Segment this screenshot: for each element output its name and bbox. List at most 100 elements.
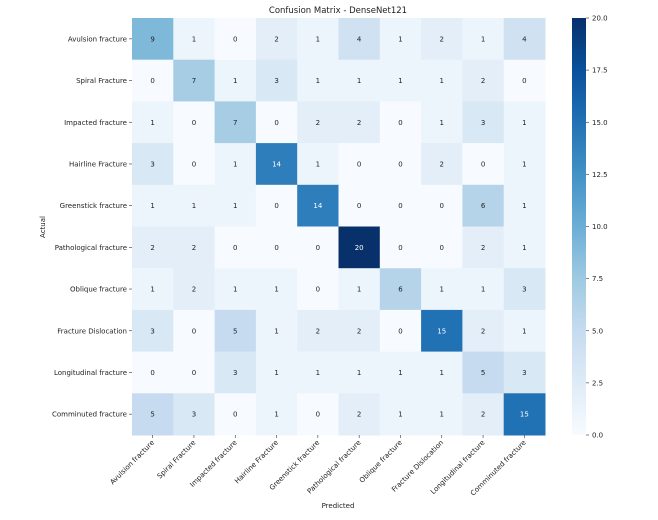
- cell-value-label: 1: [440, 286, 444, 294]
- cell-value-label: 0: [316, 286, 320, 294]
- heatmap-cell: [462, 393, 505, 436]
- heatmap-cell: [173, 143, 216, 186]
- cell-value-label: 1: [233, 286, 237, 294]
- cell-value-label: 3: [274, 77, 278, 85]
- cell-value-label: 7: [192, 77, 196, 85]
- heatmap-cell: [255, 59, 298, 102]
- cell-value-label: 1: [192, 202, 196, 210]
- heatmap-cell: [297, 184, 339, 227]
- cell-value-label: 1: [398, 77, 402, 85]
- heatmap-cell: [462, 101, 505, 144]
- y-tick-label: Spiral Fracture: [76, 77, 127, 85]
- cell-value-label: 2: [357, 327, 361, 335]
- colorbar-tick-label: 2.5: [592, 379, 603, 387]
- heatmap-cell: [132, 351, 174, 394]
- cell-value-label: 0: [398, 119, 402, 127]
- cell-value-label: 1: [150, 286, 154, 294]
- cell-value-label: 2: [481, 411, 485, 419]
- colorbar-tick-label: 0.0: [592, 432, 603, 440]
- cell-value-label: 0: [233, 35, 237, 43]
- heatmap-cell: [421, 18, 463, 61]
- heatmap-cell: [379, 143, 422, 186]
- heatmap-cell: [173, 393, 216, 436]
- cell-value-label: 0: [150, 77, 154, 85]
- heatmap-cell: [173, 268, 216, 311]
- cell-value-label: 2: [440, 35, 444, 43]
- cell-value-label: 0: [233, 244, 237, 252]
- colorbar-tick-label: 20.0: [592, 15, 608, 23]
- y-axis-label: Actual: [39, 216, 47, 238]
- cell-value-label: 1: [316, 35, 320, 43]
- cell-value-label: 1: [357, 369, 361, 377]
- heatmap-cell: [255, 226, 298, 269]
- heatmap-cell: [379, 393, 422, 436]
- cell-value-label: 0: [274, 202, 278, 210]
- cell-value-label: 0: [192, 119, 196, 127]
- heatmap-cell: [421, 143, 463, 186]
- cell-value-label: 3: [192, 411, 196, 419]
- heatmap-cell: [297, 309, 339, 353]
- x-tick-label: Oblique fracture: [358, 439, 404, 485]
- x-tick-label: Hairline Fracture: [233, 439, 280, 486]
- heatmap-cell: [338, 268, 381, 311]
- heatmap-cell: [503, 309, 546, 353]
- heatmap-cell: [214, 226, 257, 269]
- cell-value-label: 3: [150, 327, 154, 335]
- heatmap-cell: [421, 59, 463, 102]
- cell-value-label: 0: [440, 202, 444, 210]
- cell-value-label: 14: [313, 202, 322, 210]
- cell-value-label: 5: [233, 327, 237, 335]
- cell-value-label: 1: [481, 286, 485, 294]
- heatmap-cell: [503, 18, 546, 61]
- heatmap-cell: [462, 143, 505, 186]
- cell-value-label: 3: [522, 369, 526, 377]
- heatmap-cell: [503, 101, 546, 144]
- colorbar-tick-label: 5.0: [592, 327, 603, 335]
- cell-value-label: 15: [520, 411, 529, 419]
- cell-value-label: 1: [274, 327, 278, 335]
- colorbar: [572, 18, 586, 435]
- cell-value-label: 2: [316, 327, 320, 335]
- heatmap-cell: [297, 393, 339, 436]
- y-tick-label: Comminuted fracture: [52, 411, 127, 419]
- cell-value-label: 3: [481, 119, 485, 127]
- y-tick-label: Fracture Dislocation: [57, 327, 127, 335]
- cell-value-label: 1: [233, 160, 237, 168]
- heatmap-cell: [421, 351, 463, 394]
- cell-value-label: 1: [150, 119, 154, 127]
- cell-value-label: 2: [481, 327, 485, 335]
- cell-value-label: 2: [316, 119, 320, 127]
- heatmap-cell: [379, 309, 422, 353]
- x-axis-label: Predicted: [322, 502, 355, 510]
- cell-value-label: 3: [522, 286, 526, 294]
- cell-value-label: 1: [316, 369, 320, 377]
- heatmap-cell: [379, 59, 422, 102]
- cell-value-label: 0: [233, 411, 237, 419]
- heatmap-cell: [503, 226, 546, 269]
- heatmap-cell: [338, 309, 381, 353]
- cell-value-label: 4: [522, 35, 527, 43]
- cell-value-label: 0: [316, 411, 320, 419]
- y-tick-label: Greenstick fracture: [60, 202, 127, 210]
- cell-value-label: 15: [437, 327, 446, 335]
- cell-value-label: 0: [150, 369, 154, 377]
- heatmap-cell: [462, 226, 505, 269]
- heatmap-cell: [255, 309, 298, 353]
- cell-value-label: 2: [150, 244, 154, 252]
- cell-value-label: 0: [357, 202, 361, 210]
- cell-value-label: 0: [398, 327, 402, 335]
- heatmap-cell: [132, 143, 174, 186]
- cell-value-label: 3: [150, 160, 154, 168]
- cell-value-label: 7: [233, 119, 237, 127]
- cell-value-label: 0: [398, 202, 402, 210]
- cell-value-label: 6: [481, 202, 486, 210]
- cell-value-label: 0: [274, 119, 278, 127]
- heatmap-cell: [297, 18, 339, 61]
- cell-value-label: 2: [481, 244, 485, 252]
- cell-value-label: 1: [440, 411, 444, 419]
- cell-value-label: 1: [440, 369, 444, 377]
- heatmap-cell: [338, 226, 381, 269]
- cell-value-label: 5: [481, 369, 485, 377]
- cell-value-label: 2: [357, 119, 361, 127]
